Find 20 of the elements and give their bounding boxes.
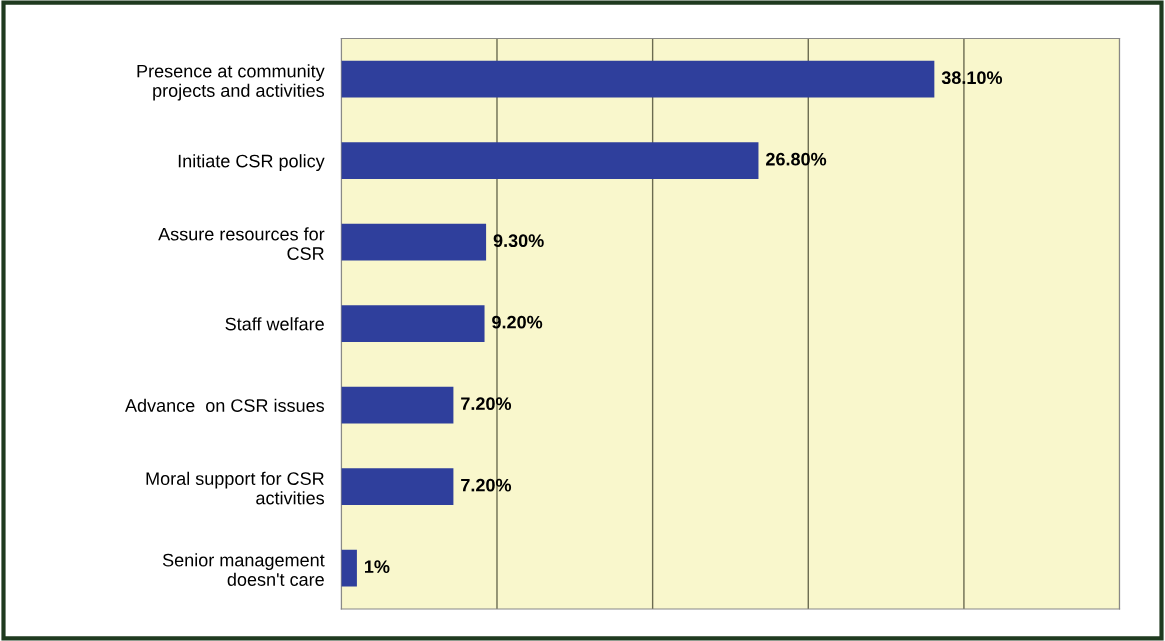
y-tick-label: Assure resources for CSR (158, 227, 325, 260)
data-label: 1% (364, 560, 390, 574)
bar (341, 386, 454, 424)
data-label: 7.20% (461, 397, 512, 411)
bar (341, 468, 454, 506)
data-label: 38.10% (941, 71, 1003, 85)
y-tick-label: Senior management doesn't care (162, 553, 325, 586)
y-tick-label: Staff welfare (225, 317, 324, 331)
bar (341, 223, 487, 261)
data-label: 9.30% (493, 234, 544, 248)
bar (341, 305, 485, 343)
bar (341, 60, 935, 98)
y-tick-label: Initiate CSR policy (178, 154, 325, 171)
data-label: 7.20% (461, 478, 512, 492)
y-tick-label: Presence at community projects and activities (137, 64, 325, 101)
bar (341, 549, 357, 587)
data-label: 9.20% (492, 315, 543, 329)
y-tick-label: Moral support for CSR activities (146, 471, 325, 505)
bar (341, 142, 759, 180)
y-tick-label: Advance on CSR issues (125, 398, 325, 412)
